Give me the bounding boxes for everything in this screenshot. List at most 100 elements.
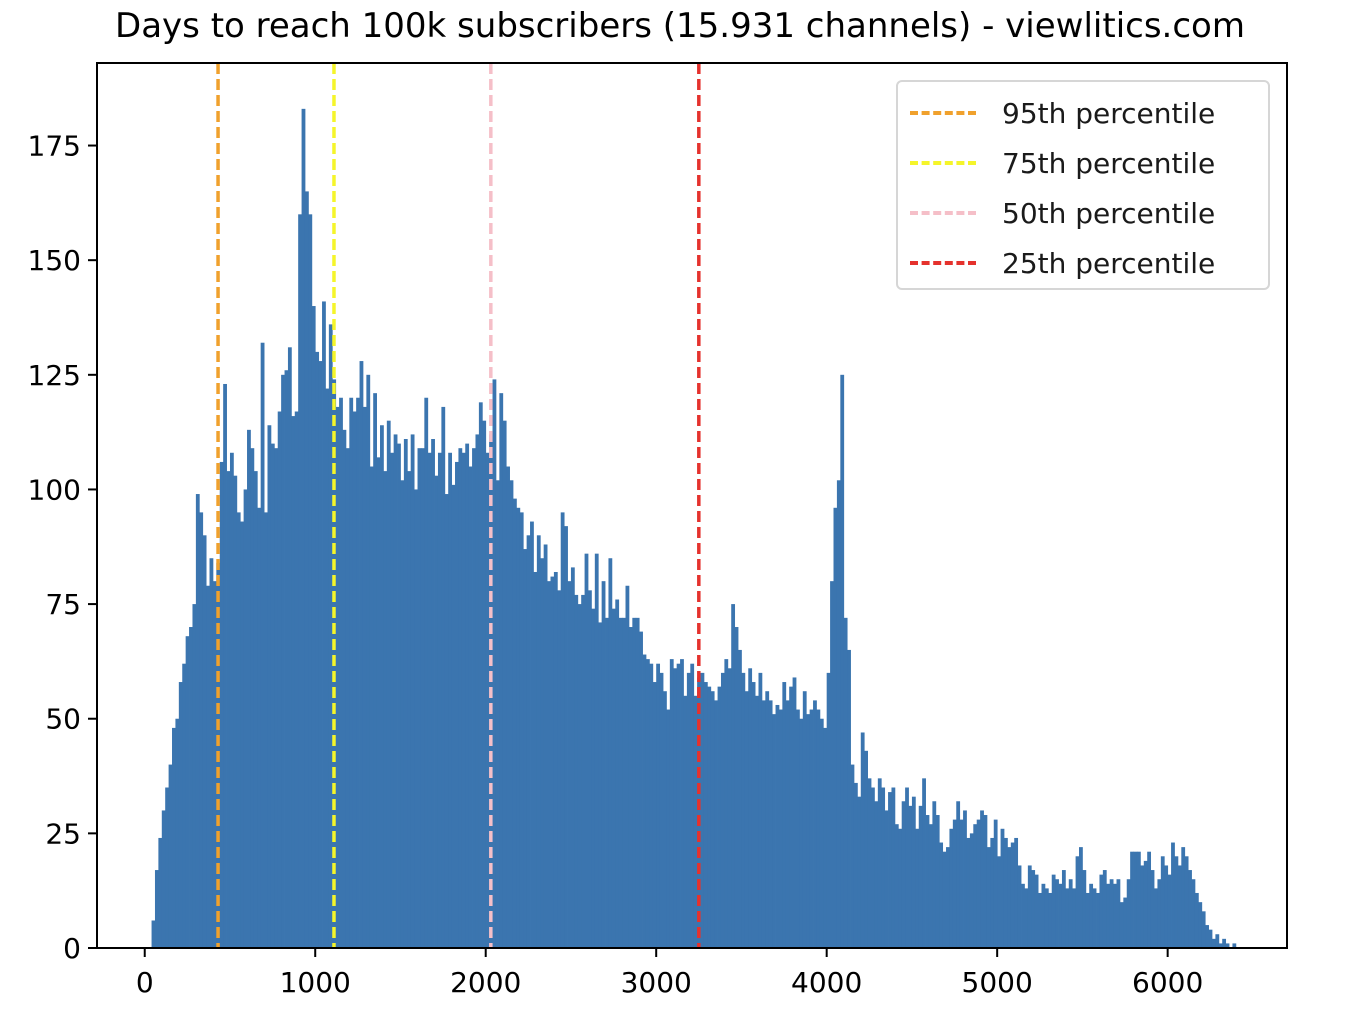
histogram-bar	[543, 544, 548, 948]
y-tick-label: 100	[28, 473, 81, 506]
histogram-bar	[680, 659, 684, 948]
histogram-bar	[1232, 943, 1237, 948]
histogram-bar	[894, 824, 899, 948]
histogram-bar	[274, 448, 279, 948]
histogram-bar	[990, 837, 995, 948]
histogram-bar	[516, 507, 521, 948]
y-tick-label: 75	[45, 588, 81, 621]
histogram-bar	[1126, 879, 1131, 948]
histogram-bar	[192, 604, 197, 948]
histogram-bar	[461, 452, 466, 948]
histogram-bar	[1102, 870, 1107, 948]
histogram-bar	[509, 480, 514, 948]
histogram-bar	[666, 709, 671, 948]
histogram-bar	[1113, 883, 1117, 948]
histogram-bar	[717, 686, 722, 948]
histogram-bar	[796, 709, 800, 948]
histogram-bar	[761, 700, 766, 948]
histogram-bars	[151, 108, 1237, 949]
histogram-bar	[366, 374, 371, 948]
histogram-bar	[420, 448, 425, 948]
y-tick-label: 25	[45, 817, 81, 850]
histogram-bar	[693, 695, 698, 948]
histogram-bar	[356, 397, 360, 948]
histogram-bar	[976, 819, 981, 948]
histogram-bar	[669, 659, 674, 948]
histogram-bar	[1225, 943, 1230, 948]
histogram-bar	[240, 521, 245, 948]
histogram-bar	[891, 787, 896, 948]
histogram-bar	[884, 810, 889, 948]
histogram-bar	[1222, 938, 1227, 948]
histogram-bar	[751, 682, 756, 948]
histogram-bar	[1082, 870, 1087, 948]
histogram-bar	[526, 535, 531, 948]
histogram-bar	[1058, 883, 1063, 948]
histogram-bar	[594, 553, 599, 948]
histogram-bar	[478, 402, 483, 949]
histogram-bar	[888, 792, 892, 948]
legend-swatch-25th	[910, 261, 976, 265]
histogram-bar	[645, 659, 650, 948]
histogram-bar	[253, 471, 258, 948]
histogram-bar	[993, 819, 998, 948]
histogram-bar	[229, 452, 234, 948]
histogram-bar	[1218, 943, 1223, 948]
histogram-bar	[1208, 929, 1213, 948]
histogram-bar	[390, 452, 395, 948]
histogram-bar	[605, 617, 609, 948]
histogram-bar	[304, 191, 309, 948]
histogram-bar	[352, 411, 357, 948]
histogram-bar	[444, 494, 449, 948]
histogram-bar	[223, 383, 227, 949]
histogram-bar	[202, 535, 207, 948]
histogram-bar	[656, 663, 661, 948]
histogram-bar	[785, 700, 790, 948]
histogram-bar	[584, 553, 589, 948]
histogram-bar	[1021, 883, 1025, 948]
histogram-bar	[772, 714, 776, 948]
histogram-bar	[1174, 856, 1179, 948]
histogram-bar	[901, 801, 906, 948]
histogram-bar	[178, 682, 183, 948]
histogram-bar	[778, 709, 783, 948]
histogram-bar	[966, 837, 971, 948]
histogram-bar	[1136, 851, 1141, 948]
histogram-bar	[755, 695, 759, 948]
histogram-bar	[424, 397, 429, 948]
histogram-bar	[853, 782, 858, 948]
histogram-bar	[1092, 888, 1097, 948]
histogram-bar	[707, 686, 712, 948]
histogram-bar	[570, 567, 575, 948]
y-tick-label: 50	[45, 703, 81, 736]
histogram-bar	[1044, 888, 1049, 948]
histogram-bar	[881, 787, 886, 948]
histogram-bar	[536, 535, 541, 948]
histogram-bar	[1150, 870, 1155, 948]
histogram-bar	[383, 471, 388, 948]
histogram-bar	[673, 668, 678, 948]
histogram-bar	[935, 815, 940, 948]
histogram-bar	[311, 306, 316, 948]
histogram-bar	[697, 677, 701, 948]
legend-label-50th: 50th percentile	[1002, 196, 1216, 230]
histogram-bar	[298, 214, 302, 948]
histogram-bar	[369, 466, 374, 948]
histogram-bar	[475, 434, 480, 948]
histogram-bar	[342, 429, 347, 949]
histogram-bar	[260, 342, 265, 949]
histogram-bar	[335, 406, 340, 948]
y-tick-label: 125	[28, 359, 81, 392]
histogram-bar	[789, 686, 793, 948]
histogram-bar	[485, 452, 490, 948]
x-tick-label: 6000	[1132, 966, 1203, 999]
histogram-bar	[1181, 847, 1186, 948]
histogram-bar	[206, 585, 210, 948]
histogram-bar	[506, 466, 510, 948]
histogram-bar	[393, 434, 398, 948]
histogram-bar	[1099, 874, 1104, 948]
legend-label-95th: 95th percentile	[1002, 96, 1216, 130]
histogram-bar	[1123, 897, 1128, 948]
histogram-bar	[819, 718, 824, 948]
histogram-bar	[898, 828, 903, 948]
